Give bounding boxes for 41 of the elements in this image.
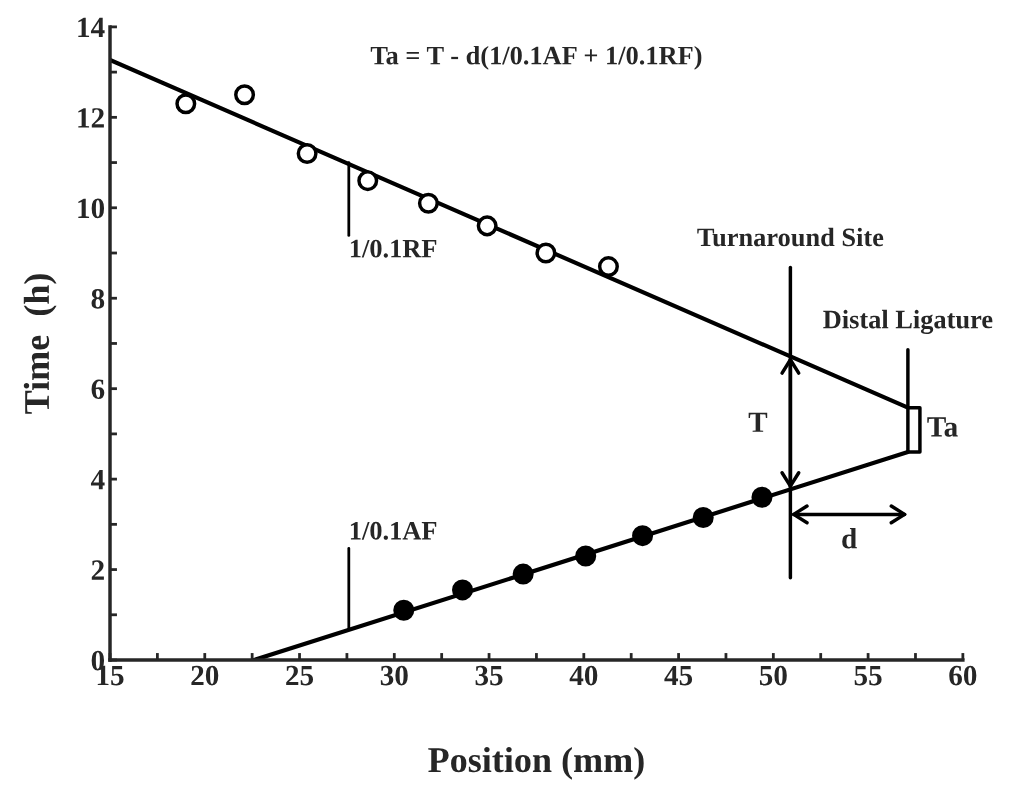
- x-tick-label: 45: [664, 665, 693, 686]
- y-tick-label: 12: [78, 108, 104, 128]
- point: [476, 215, 498, 237]
- point: [512, 563, 534, 585]
- annotation: Ta = T - d(1/0.1AF + 1/0.1RF): [370, 45, 702, 70]
- point: [597, 256, 619, 278]
- point: [535, 242, 557, 264]
- annotation: Ta: [927, 417, 958, 437]
- point: [692, 507, 714, 529]
- x-tick-label: 40: [569, 665, 598, 686]
- y-tick-label: 8: [91, 288, 105, 309]
- point: [234, 84, 256, 106]
- annotation: 1/0.1RF: [350, 239, 437, 258]
- point: [417, 192, 439, 214]
- x-axis-title: Position (mm): [428, 746, 644, 780]
- point: [296, 142, 318, 165]
- x-tick-label: 60: [949, 665, 977, 686]
- point: [751, 486, 773, 508]
- y-tick-label: 2: [91, 560, 104, 580]
- x-tick-label: 30: [380, 665, 408, 686]
- x-tick-label: 20: [191, 665, 219, 686]
- y-tick-label: 4: [90, 470, 105, 490]
- point: [393, 599, 415, 621]
- x-tick-label: 50: [759, 665, 787, 686]
- x-tick-label: 55: [854, 666, 882, 686]
- point: [452, 579, 474, 601]
- y-tick-label: 6: [91, 379, 105, 400]
- x-tick-label: 35: [475, 665, 503, 686]
- y-axis-title: Time (h): [23, 274, 57, 414]
- point: [357, 170, 379, 192]
- point: [175, 93, 197, 115]
- annotation: 1/0.1AF: [350, 521, 437, 540]
- y-tick-label: 10: [78, 198, 105, 219]
- x-tick-label: 25: [286, 665, 314, 686]
- ref-line-label: Turnaround Site: [697, 227, 884, 247]
- ref-line-label: Distal Ligature: [823, 309, 993, 334]
- point: [575, 545, 597, 567]
- point: [632, 525, 654, 547]
- annotation: d: [842, 527, 857, 549]
- annotation: T: [748, 412, 768, 432]
- y-tick-label: 14: [78, 17, 105, 38]
